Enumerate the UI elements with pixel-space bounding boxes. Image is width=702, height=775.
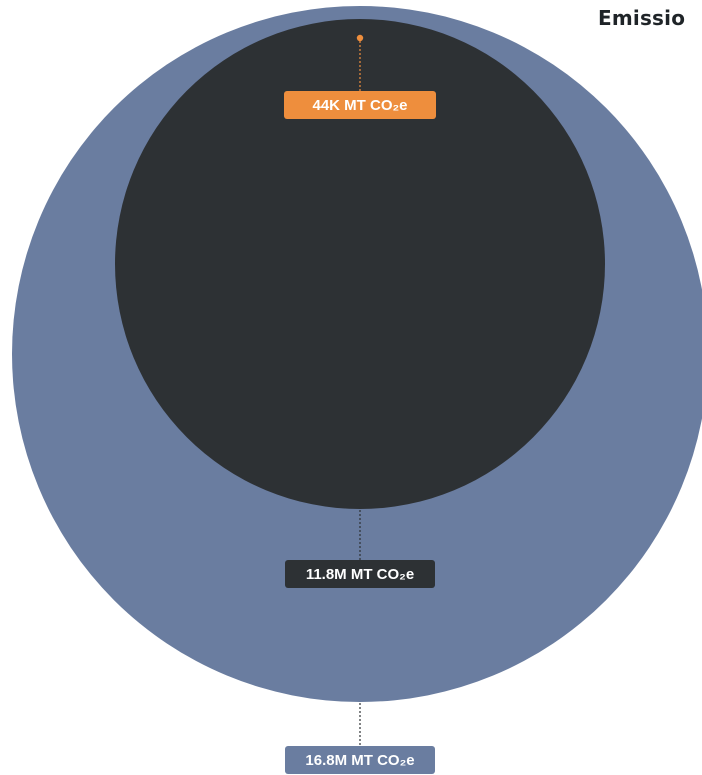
annotation-layer: 44K MT CO₂e 11.8M MT CO₂e 16.8M MT CO₂e	[284, 41, 436, 774]
bubble-layer	[12, 6, 702, 702]
bubble-1	[115, 19, 605, 509]
chart-title: Emissio	[598, 6, 686, 30]
value-label-1: 11.8M MT CO₂e	[306, 566, 414, 583]
value-label-box-2	[284, 91, 436, 119]
value-label-2: 44K MT CO₂e	[312, 97, 407, 114]
bubble-2-marker	[356, 34, 364, 42]
value-label-box-0	[285, 746, 435, 774]
value-label-0: 16.8M MT CO₂e	[305, 752, 414, 769]
value-label-box-1	[285, 560, 435, 588]
